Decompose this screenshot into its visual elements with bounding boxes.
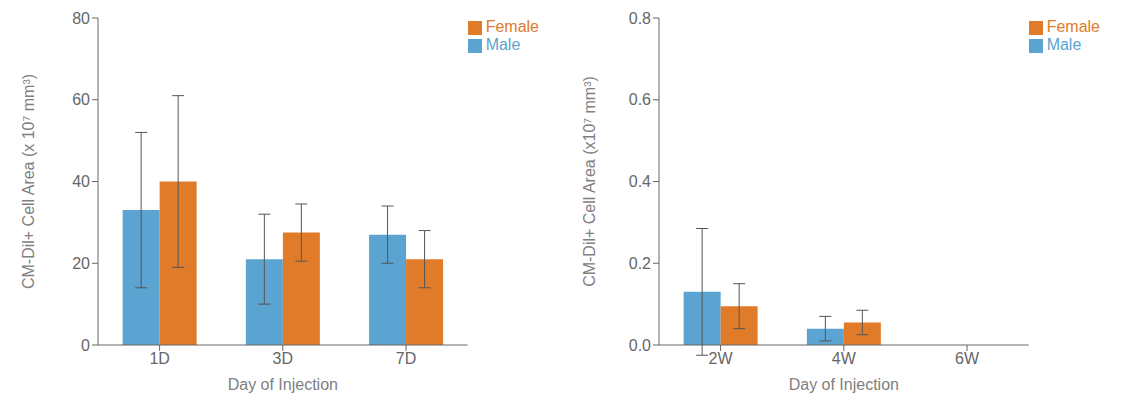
svg-text:2W: 2W [709, 350, 734, 367]
svg-text:0.6: 0.6 [629, 91, 651, 108]
svg-text:4W: 4W [832, 350, 857, 367]
svg-text:40: 40 [72, 173, 90, 190]
svg-text:CM-Dil+ Cell Area (x 10⁷ mm³): CM-Dil+ Cell Area (x 10⁷ mm³) [20, 74, 37, 289]
svg-text:0.0: 0.0 [629, 337, 651, 354]
svg-text:0: 0 [81, 337, 90, 354]
svg-text:20: 20 [72, 255, 90, 272]
svg-text:7D: 7D [396, 350, 416, 367]
html-text:Male: Male [485, 36, 521, 53]
svg-text:0.4: 0.4 [629, 173, 651, 190]
svg-text:Day of Injection: Day of Injection [789, 376, 899, 393]
svg-text:60: 60 [72, 91, 90, 108]
html-text:Female: Female [485, 18, 539, 35]
svg-text:6W: 6W [955, 350, 980, 367]
html-text:Male: Male [1046, 36, 1082, 53]
svg-text:0.8: 0.8 [629, 10, 651, 27]
svg-text:1D: 1D [149, 350, 169, 367]
html-text:Female: Female [1046, 18, 1100, 35]
svg-text:CM-Dil+ Cell Area (x10⁷ mm³): CM-Dil+ Cell Area (x10⁷ mm³) [581, 76, 598, 287]
svg-text:Day of Injection: Day of Injection [228, 376, 338, 393]
svg-text:80: 80 [72, 10, 90, 27]
svg-text:3D: 3D [273, 350, 293, 367]
svg-text:0.2: 0.2 [629, 255, 651, 272]
